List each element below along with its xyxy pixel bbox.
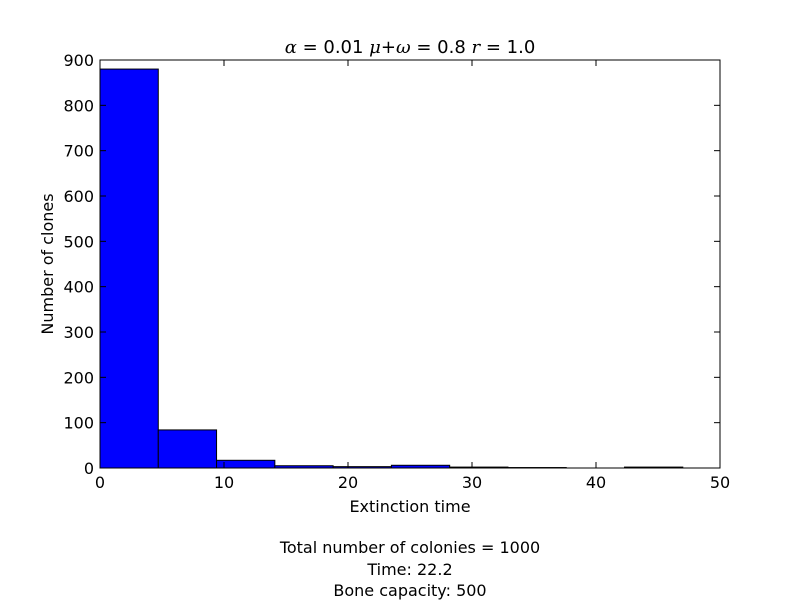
x-tick-label: 10 (214, 473, 234, 492)
y-tick-label: 200 (63, 368, 94, 387)
caption-bone-capacity: Bone capacity: 500 (333, 581, 487, 600)
x-tick-label: 40 (586, 473, 606, 492)
chart-title: α = 0.01 μ+ω = 0.8 r = 1.0 (285, 37, 536, 58)
title-r-symbol: r (472, 37, 482, 58)
title-mu-symbol: μ (369, 37, 381, 58)
title-alpha-symbol: α (285, 37, 297, 58)
plot-frame (99, 59, 721, 469)
y-tick-label: 0 (84, 459, 94, 478)
histogram-bar (157, 429, 218, 469)
y-tick-label: 600 (63, 187, 94, 206)
y-axis-label: Number of clones (38, 193, 57, 334)
x-axis-label: Extinction time (349, 497, 470, 516)
y-tick-label: 800 (63, 96, 94, 115)
title-mw-value: = 0.8 (411, 37, 472, 58)
title-r-value: = 1.0 (480, 37, 535, 58)
x-tick-label: 30 (462, 473, 482, 492)
histogram-bar (216, 459, 276, 469)
x-tick-label: 0 (95, 473, 105, 492)
y-tick-label: 300 (63, 323, 94, 342)
y-tick-label: 700 (63, 142, 94, 161)
bars-group (99, 68, 684, 469)
histogram-chart: α = 0.01 μ+ω = 0.8 r = 1.0 0 10 20 30 40 5001… (38, 37, 730, 516)
x-tick-label: 20 (338, 473, 358, 492)
x-tick-label: 50 (710, 473, 730, 492)
title-plus: + (381, 37, 396, 58)
histogram-bar (99, 68, 159, 469)
y-tick-label: 100 (63, 414, 94, 433)
caption-time: Time: 22.2 (367, 560, 453, 579)
y-tick-label: 500 (63, 232, 94, 251)
title-omega-symbol: ω (396, 37, 411, 58)
y-tick-label: 900 (63, 51, 94, 70)
caption-total-colonies: Total number of colonies = 1000 (279, 538, 541, 557)
y-tick-label: 400 (63, 278, 94, 297)
title-alpha-value: = 0.01 (297, 37, 369, 58)
